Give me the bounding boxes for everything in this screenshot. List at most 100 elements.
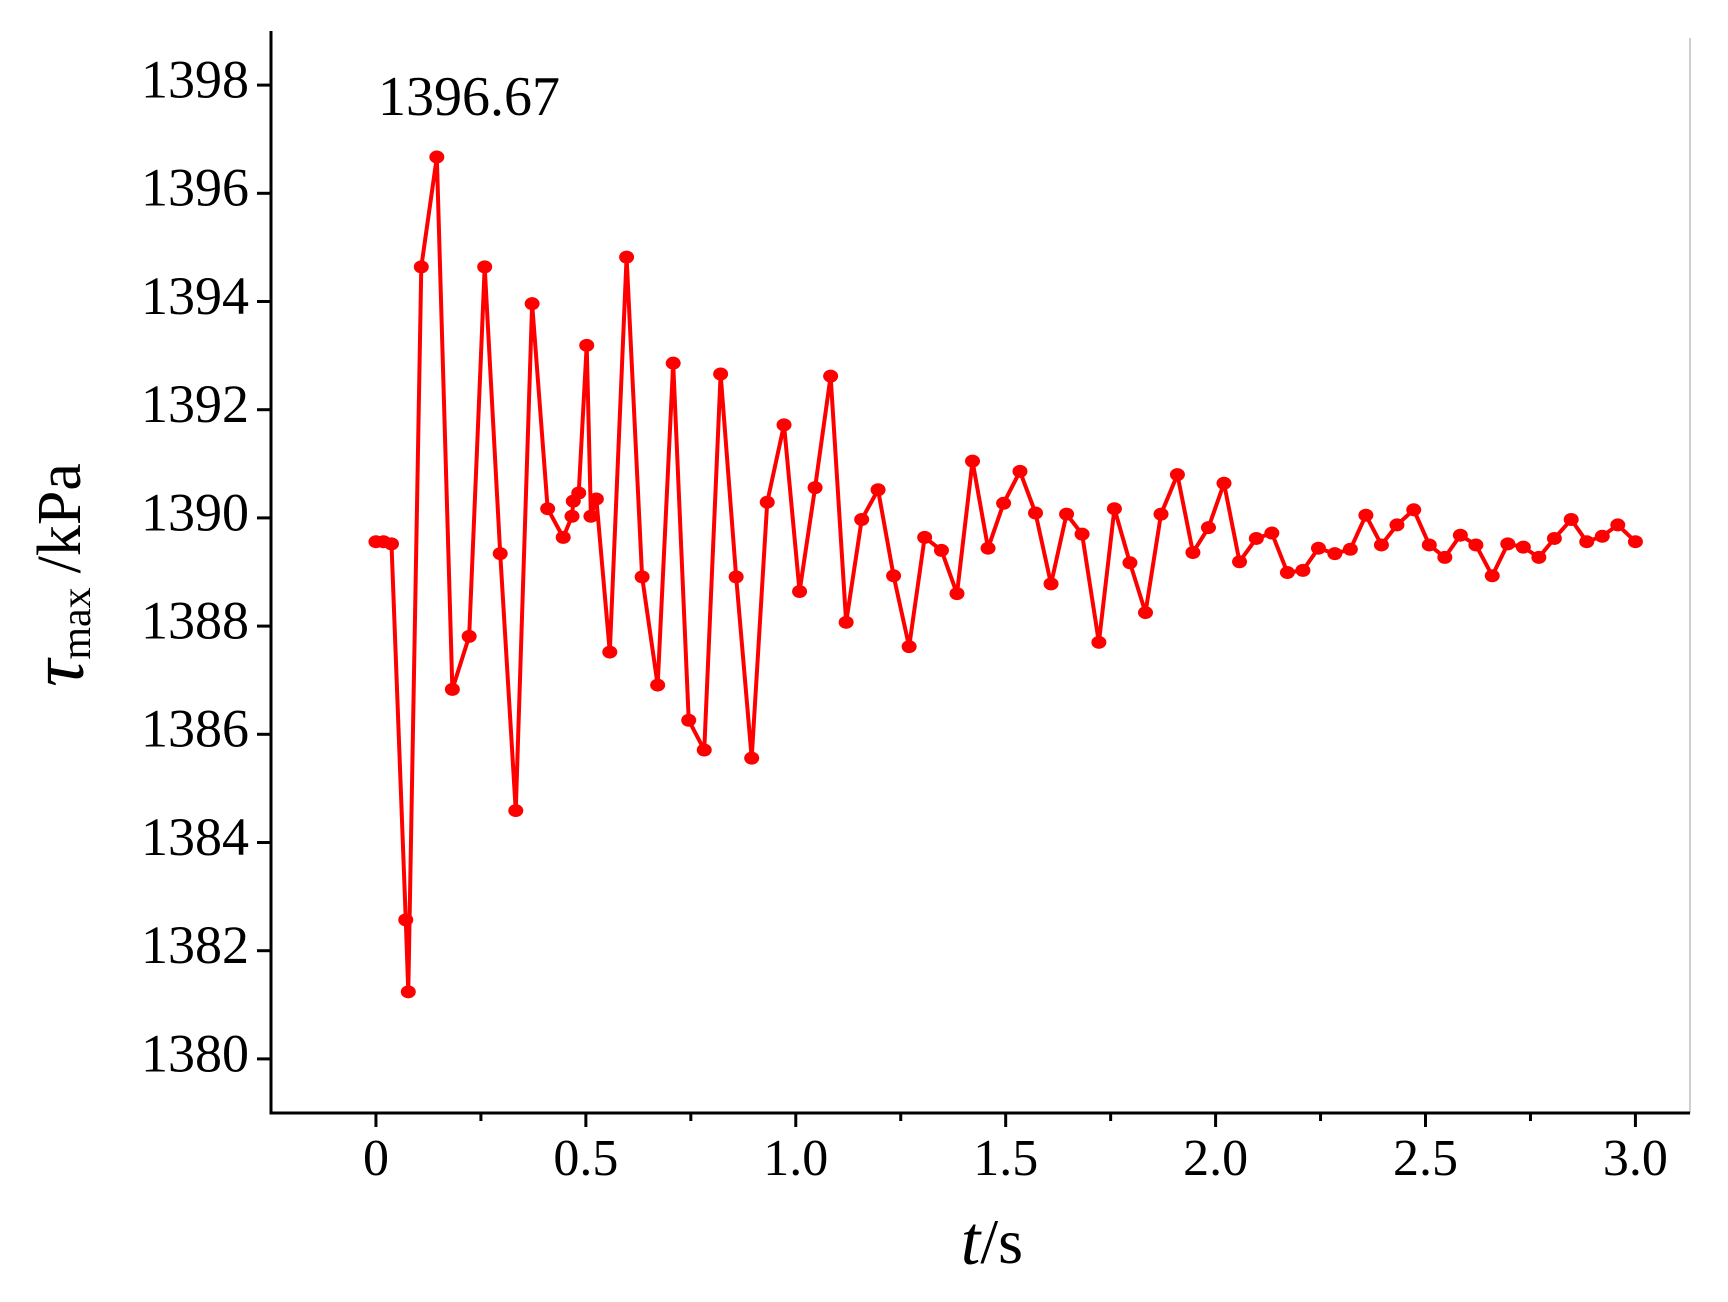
data-point: [1327, 547, 1343, 561]
data-point: [996, 496, 1012, 510]
data-point: [1406, 503, 1422, 517]
data-point: [1137, 606, 1153, 620]
data-point: [508, 804, 524, 818]
data-point: [713, 367, 729, 381]
x-tick-label: 2.5: [1393, 1130, 1458, 1187]
data-point: [1421, 538, 1437, 552]
data-point: [1122, 556, 1138, 570]
data-point: [838, 615, 854, 629]
data-point: [1563, 513, 1579, 527]
y-label-subscript: max: [54, 587, 100, 659]
x-label-unit: /s: [980, 1206, 1023, 1277]
data-point: [383, 537, 399, 551]
data-point: [1106, 502, 1122, 516]
data-point: [1091, 635, 1107, 649]
data-point: [1358, 508, 1374, 522]
data-point: [583, 509, 599, 523]
x-tick-label: 0: [363, 1130, 389, 1187]
data-point: [619, 250, 635, 264]
data-point: [728, 570, 744, 584]
y-tick-label: 1394: [141, 266, 249, 326]
data-point: [444, 682, 460, 696]
x-tick-label: 1.0: [763, 1130, 828, 1187]
data-point: [1264, 526, 1280, 540]
data-point: [949, 587, 965, 601]
data-point: [1248, 531, 1264, 545]
data-point: [650, 678, 666, 692]
data-point: [634, 570, 650, 584]
x-tick-label: 2.0: [1183, 1130, 1248, 1187]
data-point: [1500, 537, 1516, 551]
data-point: [1484, 569, 1500, 583]
y-label-symbol: τ: [16, 657, 100, 687]
data-point: [1295, 563, 1311, 577]
data-point: [1515, 540, 1531, 554]
y-tick-label: 1386: [141, 699, 249, 759]
data-point: [540, 502, 556, 516]
data-point: [461, 629, 477, 643]
x-label-symbol: t: [961, 1203, 982, 1280]
data-point: [965, 454, 981, 468]
data-line: [375, 155, 1637, 994]
data-point: [429, 150, 445, 164]
data-point: [1169, 468, 1185, 482]
y-tick-label: 1392: [141, 374, 249, 434]
data-point: [1216, 476, 1232, 490]
data-point: [1342, 542, 1358, 556]
data-point: [1531, 550, 1547, 564]
data-point: [492, 547, 508, 561]
data-point: [1627, 535, 1643, 549]
data-point: [579, 338, 595, 352]
data-point: [1043, 577, 1059, 591]
data-point: [398, 913, 414, 927]
annotation: 1396.67: [378, 66, 560, 128]
data-point: [1579, 535, 1595, 549]
y-tick-label: 1388: [141, 590, 249, 650]
data-point: [1373, 538, 1389, 552]
data-point: [870, 483, 886, 497]
data-point: [400, 985, 416, 999]
data-point: [1012, 464, 1028, 478]
x-tick-label: 1.5: [973, 1130, 1038, 1187]
data-point: [807, 481, 823, 495]
data-point: [555, 530, 571, 544]
data-point: [1232, 555, 1248, 569]
data-point: [792, 584, 808, 598]
data-point: [588, 492, 604, 506]
y-tick-label: 1398: [141, 49, 249, 109]
data-point: [1468, 538, 1484, 552]
data-point: [1185, 546, 1201, 560]
data-point: [1279, 566, 1295, 580]
data-point: [917, 530, 933, 544]
data-point: [1200, 521, 1216, 535]
data-point: [477, 260, 493, 274]
data-point: [901, 640, 917, 654]
data-point: [571, 486, 587, 500]
data-point: [776, 418, 792, 432]
data-point: [1546, 531, 1562, 545]
data-point: [524, 297, 540, 311]
data-point: [564, 509, 580, 523]
data-point: [823, 369, 839, 383]
data-point: [980, 541, 996, 555]
data-point: [854, 513, 870, 527]
x-tick-label: 0.5: [553, 1130, 618, 1187]
x-axis-label: t/s: [961, 1203, 1023, 1280]
data-point: [1594, 529, 1610, 543]
data-point: [1452, 528, 1468, 542]
data-point: [1437, 550, 1453, 564]
data-point: [1389, 518, 1405, 532]
y-axis-label: τmax/kPa: [16, 463, 100, 687]
x-tick-label: 3.0: [1603, 1130, 1668, 1187]
data-point: [1059, 507, 1075, 521]
y-tick-label: 1380: [141, 1023, 249, 1083]
data-point: [696, 743, 712, 757]
y-label-unit: /kPa: [26, 463, 94, 573]
y-tick-label: 1396: [141, 158, 249, 218]
data-point: [1153, 507, 1169, 521]
data-point: [933, 543, 949, 557]
data-point: [681, 713, 697, 727]
data-point: [665, 356, 681, 370]
data-point: [602, 645, 618, 659]
